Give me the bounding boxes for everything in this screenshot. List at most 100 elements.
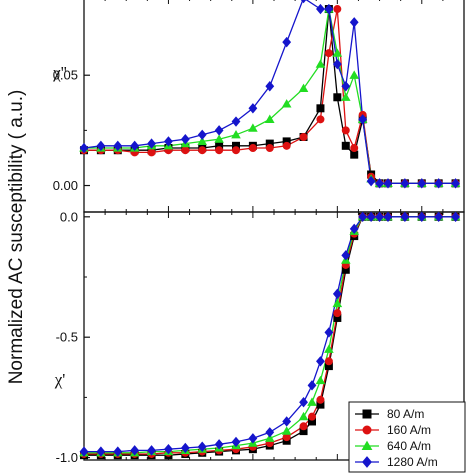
bottom-data-point [341, 250, 351, 261]
bottom-data-point [400, 211, 410, 223]
top-data-point [417, 178, 427, 189]
bottom-data-point [366, 211, 376, 223]
top-ytick-label: 0.00 [53, 178, 78, 193]
top-data-point [232, 141, 240, 150]
bottom-data-point [341, 265, 350, 274]
bottom-data-point [316, 356, 325, 367]
top-data-point [315, 59, 326, 68]
top-data-point [324, 3, 334, 15]
top-data-point [197, 136, 208, 146]
bottom-data-point [113, 446, 123, 457]
top-data-point [434, 178, 444, 189]
top-data-point [231, 116, 241, 127]
bottom-data-point [79, 446, 89, 457]
bottom-data-point [332, 288, 342, 300]
top-series-line-160-A-m [84, 8, 456, 184]
bottom-data-point [197, 441, 207, 452]
legend-label: 80 A/m [387, 407, 424, 421]
legend: 80 A/m 160 A/m 640 A/m 1280 A/m [348, 401, 466, 473]
bottom-data-point [333, 309, 342, 318]
top-data-point [181, 146, 190, 155]
bottom-data-point [308, 412, 316, 421]
top-data-point [316, 115, 325, 124]
bottom-data-point [299, 397, 308, 408]
bottom-data-point [316, 400, 325, 409]
bottom-data-point [349, 223, 359, 235]
top-data-point [282, 36, 292, 48]
bottom-data-point [383, 211, 393, 223]
top-data-point [333, 93, 342, 102]
top-data-point [300, 0, 307, 4]
top-data-point [147, 148, 156, 157]
top-data-point [366, 175, 376, 187]
top-data-point [79, 142, 89, 154]
bottom-chi-label: χ' [54, 370, 66, 389]
top-data-point [340, 92, 351, 101]
top-data-point [265, 81, 275, 92]
bottom-data-point [299, 422, 308, 431]
top-data-point [299, 132, 308, 141]
bottom-data-point [333, 313, 342, 322]
bottom-data-point [298, 411, 309, 421]
bottom-data-point [180, 442, 190, 454]
legend-marker [361, 440, 373, 451]
top-data-point [248, 144, 257, 153]
legend-marker [362, 409, 372, 419]
bottom-data-point [417, 211, 427, 223]
legend-label: 160 A/m [387, 423, 431, 437]
bottom-data-point [130, 445, 140, 456]
top-data-point [96, 140, 106, 152]
bottom-data-point [164, 443, 173, 455]
legend-label: 1280 A/m [387, 455, 438, 469]
bottom-data-point [332, 298, 343, 308]
bottom-data-point [281, 426, 292, 435]
bottom-data-point [214, 439, 224, 450]
top-chi-label: χ'' [52, 63, 67, 82]
top-data-point [248, 103, 258, 114]
top-data-point [316, 3, 325, 15]
top-data-point [113, 140, 123, 152]
bottom-data-point [264, 433, 275, 442]
top-data-point [265, 144, 274, 153]
bottom-data-point [308, 417, 316, 426]
bottom-data-point [147, 445, 156, 456]
bottom-data-point [358, 211, 368, 223]
top-data-point [214, 134, 224, 143]
top-data-point [350, 144, 359, 153]
bottom-ytick-label: -1.0 [56, 450, 78, 465]
top-data-point [316, 104, 325, 113]
bottom-data-point [299, 427, 308, 436]
top-series-line-80-A-m [84, 8, 456, 184]
top-data-point [282, 141, 291, 150]
top-series-line-640-A-m [84, 8, 456, 184]
top-data-point [130, 140, 140, 152]
bottom-data-point [316, 395, 325, 404]
bottom-data-point [96, 446, 106, 457]
top-data-point [232, 146, 240, 155]
top-data-point [332, 48, 343, 57]
top-data-point [451, 178, 460, 189]
bottom-data-point [282, 416, 292, 427]
bottom-data-point [315, 375, 326, 385]
y-axis-title: Normalized AC susceptibility ( a.u.) [6, 90, 27, 385]
bottom-data-point [231, 436, 241, 448]
top-data-point [248, 123, 258, 132]
legend-marker [362, 456, 372, 468]
top-data-point [341, 126, 350, 135]
bottom-data-point [434, 211, 444, 223]
top-data-point [215, 141, 224, 150]
top-data-point [197, 129, 207, 140]
top-data-point [332, 58, 342, 70]
top-data-point [341, 81, 351, 92]
top-data-point [215, 146, 224, 155]
top-data-point [147, 138, 156, 149]
top-data-point [298, 83, 309, 93]
top-data-point [324, 49, 333, 58]
top-data-point [265, 139, 274, 148]
bottom-data-point [324, 344, 334, 353]
top-data-point [214, 125, 224, 136]
top-series-line-1280-A-m [83, 0, 456, 184]
legend-marker [362, 425, 372, 435]
bottom-data-point [282, 433, 291, 442]
